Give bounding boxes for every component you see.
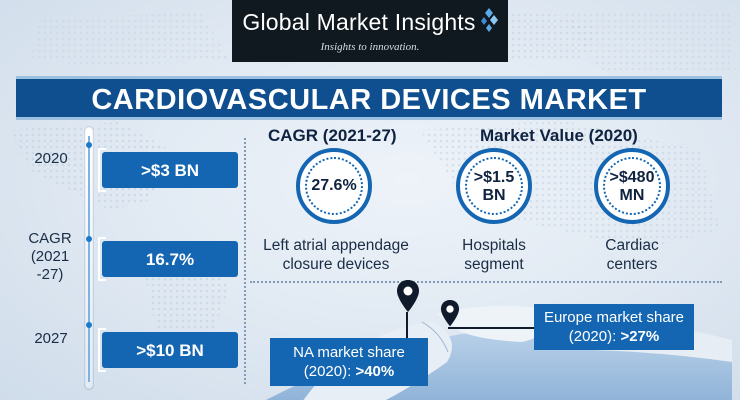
- hospitals-caption: Hospitals segment: [448, 236, 540, 274]
- timeline-bracket: [98, 237, 106, 281]
- timeline-value-text: >$10 BN: [136, 341, 204, 360]
- timeline-line: [88, 136, 90, 382]
- location-pin-icon: [397, 280, 419, 312]
- na-share-value: >40%: [355, 363, 395, 380]
- na-share-line2: (2020): >40%: [270, 362, 428, 381]
- caption-line: segment: [464, 256, 524, 273]
- brand-tagline: Insights to innovation.: [320, 41, 420, 53]
- timeline-label-cagr: CAGR (2021 -27): [22, 230, 78, 284]
- cardiac-value: >$480 MN: [598, 169, 666, 205]
- timeline-dot: [86, 142, 92, 148]
- value-line: BN: [482, 187, 506, 204]
- page-title: CARDIOVASCULAR DEVICES MARKET: [91, 84, 647, 116]
- title-banner: CARDIOVASCULAR DEVICES MARKET: [16, 76, 722, 120]
- pin-stem: [406, 312, 408, 340]
- timeline-value-2027: >$10 BN: [102, 332, 238, 368]
- na-share-box: NA market share (2020): >40%: [270, 338, 428, 386]
- market-value-heading: Market Value (2020): [480, 126, 638, 145]
- europe-share-box: Europe market share (2020): >27%: [534, 304, 694, 350]
- value-line: >$1.5: [473, 169, 515, 186]
- value-line: >$480: [609, 169, 655, 186]
- caption-line: closure devices: [282, 256, 390, 273]
- circle-ring: [603, 157, 661, 215]
- timeline-label-line: (2021: [30, 248, 70, 265]
- timeline-value-text: >$3 BN: [140, 161, 200, 180]
- timeline-value-text: 16.7%: [145, 250, 195, 269]
- circle-ring: [465, 157, 523, 215]
- caption-line: Cardiac: [605, 237, 659, 254]
- pin-connector: [448, 327, 538, 329]
- vertical-divider: [244, 138, 246, 384]
- europe-share-year: (2020):: [568, 328, 621, 345]
- brand-logo: Global Market Insights Insights to innov…: [232, 0, 508, 62]
- caption-line: centers: [606, 256, 658, 273]
- circle-ring: [305, 157, 363, 215]
- na-share-year: (2020):: [303, 363, 356, 380]
- cagr-value: 27.6%: [311, 177, 357, 194]
- na-share-label: NA market share: [293, 344, 405, 361]
- hospitals-value: >$1.5 BN: [460, 169, 528, 205]
- cardiac-caption: Cardiac centers: [588, 236, 676, 274]
- europe-share-line2: (2020): >27%: [534, 327, 694, 346]
- timeline-dot: [86, 236, 92, 242]
- horizontal-divider: [250, 281, 722, 283]
- timeline-value-cagr: 16.7%: [102, 241, 238, 277]
- logo-mark-icon: [481, 8, 498, 32]
- timeline-label-line: CAGR: [28, 230, 72, 247]
- brand-name: Global Market Insights: [242, 9, 476, 35]
- europe-share-value: >27%: [620, 328, 660, 345]
- location-pin-icon: [440, 300, 460, 327]
- timeline-label-2027: 2027: [34, 330, 68, 347]
- hospitals-circle: >$1.5 BN: [456, 148, 532, 224]
- cagr-circle: 27.6%: [296, 148, 372, 224]
- timeline-bracket: [98, 148, 106, 192]
- caption-line: Left atrial appendage: [263, 237, 409, 254]
- cagr-heading: CAGR (2021-27): [268, 126, 397, 145]
- caption-line: Hospitals: [462, 237, 526, 254]
- timeline-label-2020: 2020: [34, 150, 68, 167]
- timeline-value-2020: >$3 BN: [102, 152, 238, 188]
- value-line: MN: [619, 187, 645, 204]
- cagr-caption: Left atrial appendage closure devices: [258, 236, 414, 274]
- timeline-label-line: -27): [36, 266, 64, 283]
- timeline-dot: [86, 322, 92, 328]
- europe-share-label: Europe market share: [543, 309, 685, 326]
- cardiac-circle: >$480 MN: [594, 148, 670, 224]
- timeline-bracket: [98, 328, 106, 372]
